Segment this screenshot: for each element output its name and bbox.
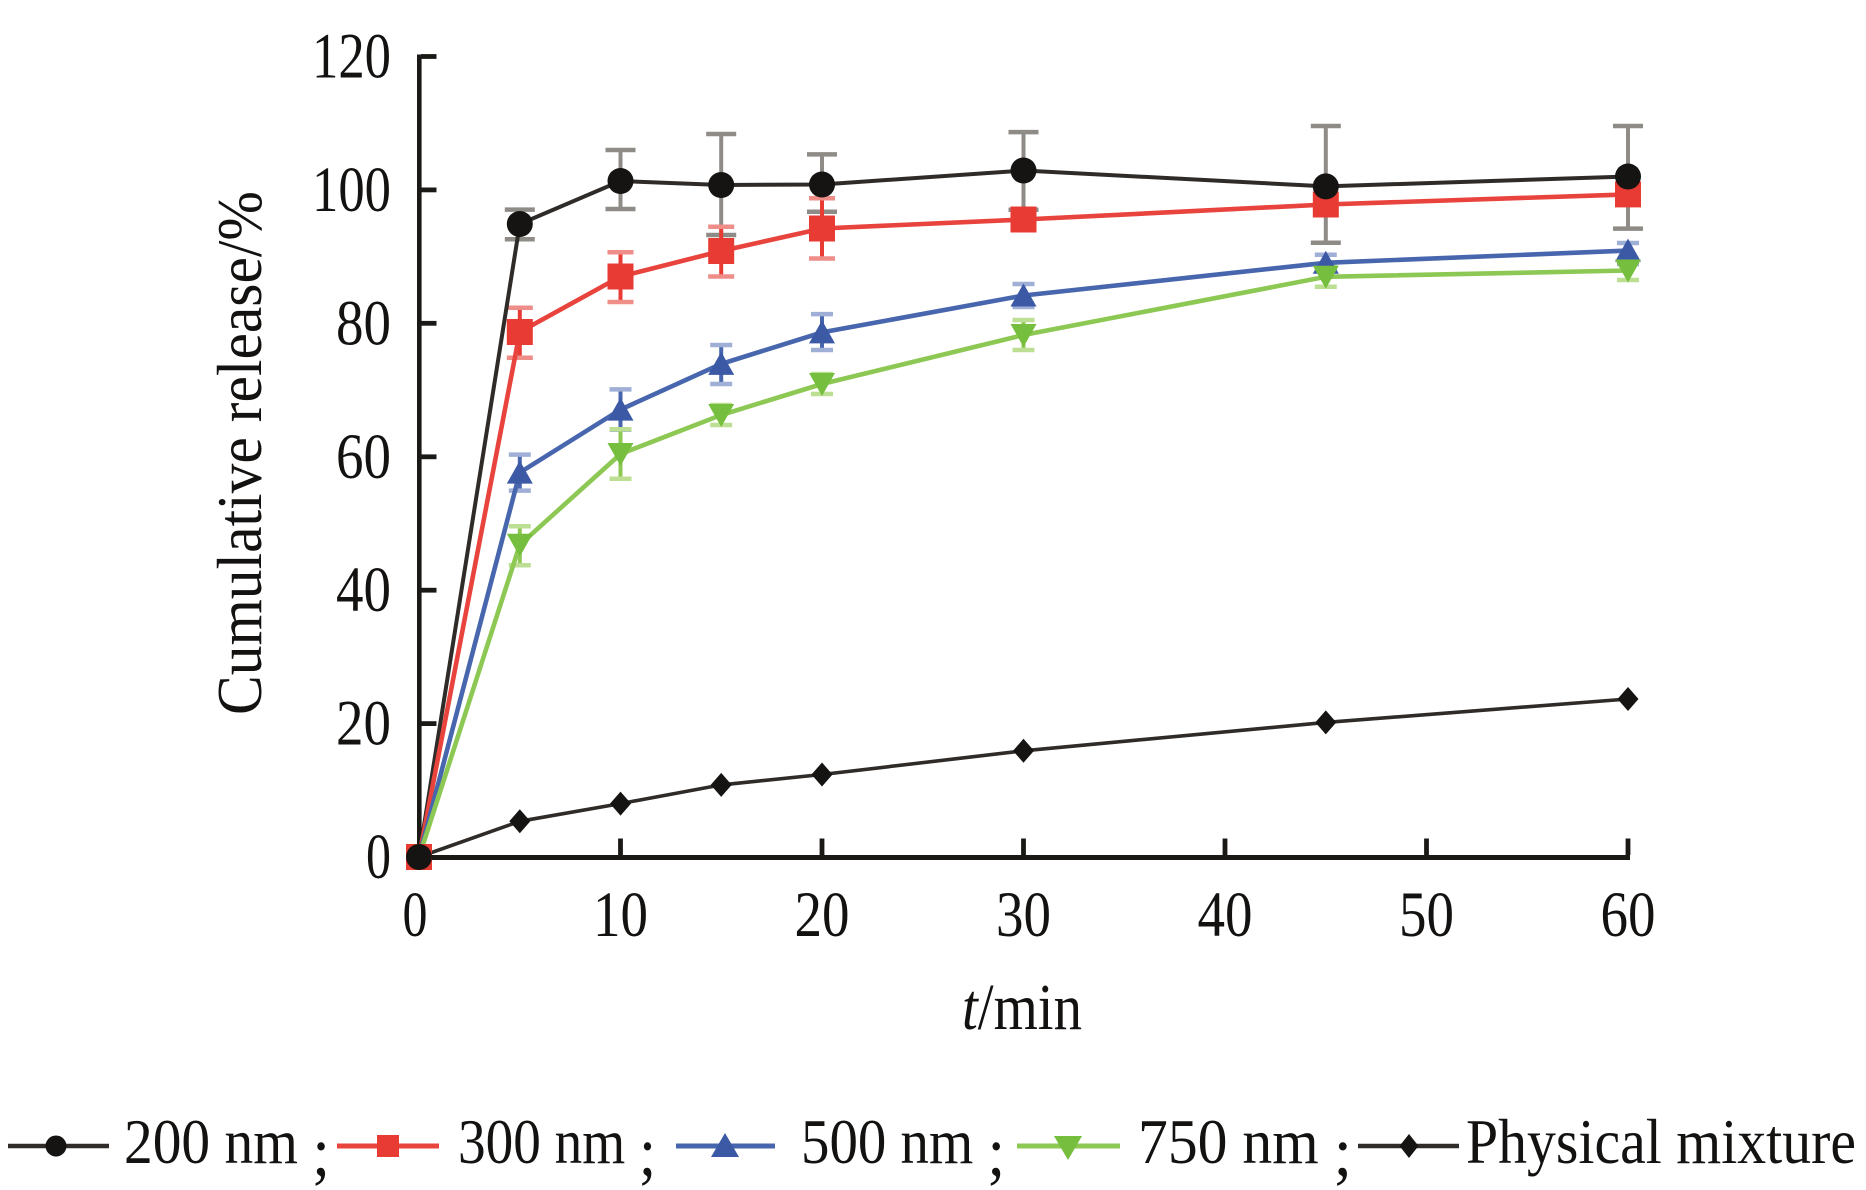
svg-text:80: 80 [336, 287, 391, 359]
svg-text:10: 10 [593, 879, 648, 951]
svg-text:Physical mixture: Physical mixture [1466, 1107, 1856, 1177]
svg-text:50: 50 [1399, 879, 1454, 951]
svg-text:40: 40 [336, 554, 391, 626]
svg-text:30: 30 [996, 879, 1051, 951]
svg-text:500 nm ;: 500 nm ; [801, 1107, 1005, 1190]
svg-text:750 nm ;: 750 nm ; [1138, 1107, 1352, 1190]
svg-text:300 nm ;: 300 nm ; [458, 1107, 656, 1190]
svg-text:t/min: t/min [962, 971, 1082, 1044]
svg-text:100: 100 [312, 154, 391, 226]
svg-text:200 nm ;: 200 nm ; [124, 1107, 330, 1190]
svg-text:60: 60 [336, 421, 391, 493]
svg-text:20: 20 [795, 879, 850, 951]
svg-text:0: 0 [403, 879, 428, 951]
svg-text:0: 0 [366, 821, 391, 893]
svg-text:60: 60 [1601, 879, 1656, 951]
svg-text:20: 20 [336, 688, 391, 760]
svg-text:120: 120 [312, 21, 391, 93]
svg-text:Cumulative release/%: Cumulative release/% [204, 191, 275, 715]
svg-text:40: 40 [1198, 879, 1253, 951]
